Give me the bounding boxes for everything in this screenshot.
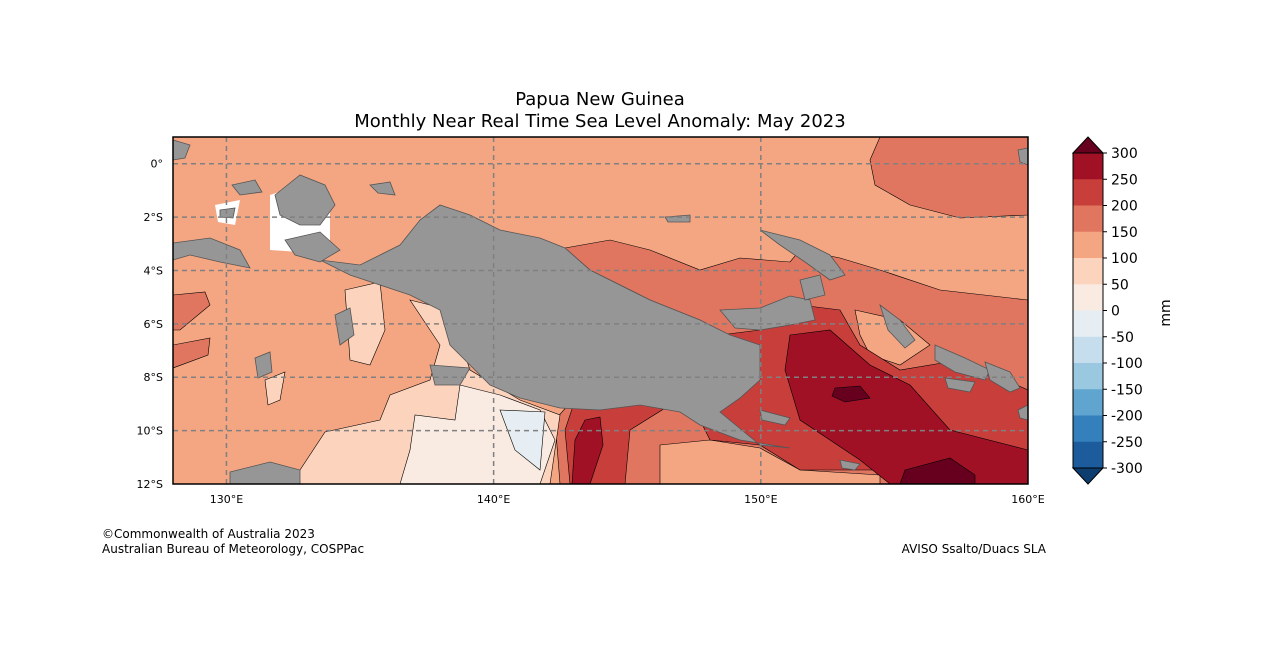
colorbar-tick-label: 50 <box>1111 277 1129 293</box>
colorbar-swatch <box>1073 153 1103 180</box>
colorbar-tick-label: -300 <box>1111 461 1143 477</box>
footer-data-source: AVISO Ssalto/Duacs SLA <box>901 542 1046 556</box>
longitude-tick-label: 160°E <box>1011 493 1044 506</box>
colorbar-tick-label: 250 <box>1111 172 1138 188</box>
longitude-tick-label: 150°E <box>744 493 777 506</box>
map-subtitle: Monthly Near Real Time Sea Level Anomaly… <box>354 111 845 132</box>
anomaly-over-300-south <box>899 457 976 484</box>
latitude-tick-labels: 0° 2°S 4°S 6°S 8°S 10°S 12°S <box>137 158 163 491</box>
colorbar-tick-label: 100 <box>1111 251 1138 267</box>
colorbar-tick-label: -250 <box>1111 435 1143 451</box>
colorbar: 300 250 200 150 100 50 0 -50 -100 -150 -200 -250 -30… <box>1071 136 1143 485</box>
biak-island <box>369 181 396 196</box>
colorbar-swatch <box>1073 389 1103 416</box>
land <box>173 139 1028 484</box>
map-frame <box>172 136 1029 485</box>
anomaly-neg50-0-torres <box>499 409 546 471</box>
halmahera-tip <box>173 139 191 161</box>
footer-copyright: ©Commonwealth of Australia 2023 <box>102 527 315 541</box>
latitude-tick-label: 10°S <box>137 425 163 438</box>
latitude-tick-label: 8°S <box>144 371 163 384</box>
latitude-tick-label: 0° <box>151 158 164 171</box>
footer-credits: ©Commonwealth of Australia 2023 Australi… <box>102 527 364 557</box>
gridlines <box>173 137 1028 484</box>
colorbar-swatch <box>1073 441 1103 469</box>
islet-se <box>1017 404 1028 421</box>
colorbar-swatch <box>1073 284 1103 311</box>
solomon-islands-1 <box>934 344 991 381</box>
map-panel <box>173 137 1028 484</box>
colorbar-swatch <box>1073 336 1103 364</box>
longitude-tick-labels: 130°E 140°E 150°E 160°E <box>210 493 1045 506</box>
latitude-tick-label: 2°S <box>144 211 163 224</box>
louisiade-islands <box>839 459 861 471</box>
colorbar-swatch <box>1073 258 1103 285</box>
northern-australia <box>229 461 301 484</box>
waigeo-island <box>231 179 263 196</box>
colorbar-swatch <box>1073 310 1103 338</box>
map-title: Papua New Guinea <box>515 89 685 110</box>
anomaly-250-300-gulf <box>571 416 604 484</box>
latitude-tick-label: 6°S <box>144 318 163 331</box>
islet-ne <box>1017 147 1028 166</box>
misool-island <box>219 207 236 219</box>
colorbar-unit-label: mm <box>1158 299 1174 326</box>
colorbar-swatch <box>1073 231 1103 259</box>
colorbar-over-arrow <box>1071 136 1105 154</box>
colorbar-tick-label: -200 <box>1111 409 1143 425</box>
tanimbar-islands <box>254 351 273 379</box>
colorbar-tick-label: -150 <box>1111 382 1143 398</box>
new-guinea-island <box>319 204 791 449</box>
anomaly-100-150-se <box>659 439 881 484</box>
colorbar-tick-label: 0 <box>1111 304 1120 320</box>
seram-island <box>173 237 251 269</box>
longitude-tick-label: 130°E <box>210 493 243 506</box>
latitude-tick-label: 4°S <box>144 264 163 277</box>
anomaly-over-300-patch <box>831 385 871 403</box>
anomaly-150-200-west2 <box>173 337 211 369</box>
colorbar-swatch <box>1073 415 1103 443</box>
anomaly-250-300-east <box>784 329 1028 484</box>
bomberai-peninsula <box>284 231 341 263</box>
new-britain-east <box>799 274 826 301</box>
colorbar-under-arrow <box>1071 467 1105 485</box>
colorbar-tick-label: 150 <box>1111 225 1138 241</box>
anomaly-50-100-west <box>264 371 286 406</box>
colorbar-swatch <box>1073 179 1103 206</box>
latitude-tick-label: 12°S <box>137 478 163 491</box>
footer-organisation: Australian Bureau of Meteorology, COSPPa… <box>102 542 365 556</box>
colorbar-tick-label: 200 <box>1111 199 1138 215</box>
colorbar-swatch <box>1073 363 1103 390</box>
new-ireland-island <box>759 229 846 281</box>
new-britain-west <box>719 295 816 331</box>
colorbar-tick-label: 300 <box>1111 146 1138 162</box>
bougainville-island <box>879 303 916 349</box>
colorbar-tick-label: -100 <box>1111 356 1143 372</box>
frederik-hendrik-island <box>429 364 471 386</box>
solomon-islands-3 <box>944 377 976 393</box>
colorbar-tick-label: -50 <box>1111 330 1134 346</box>
anomaly-150-200-west <box>173 291 211 331</box>
aru-islands <box>334 307 355 346</box>
colorbar-swatch <box>1073 205 1103 233</box>
longitude-tick-label: 140°E <box>477 493 510 506</box>
anomaly-0-50-south <box>399 384 556 484</box>
